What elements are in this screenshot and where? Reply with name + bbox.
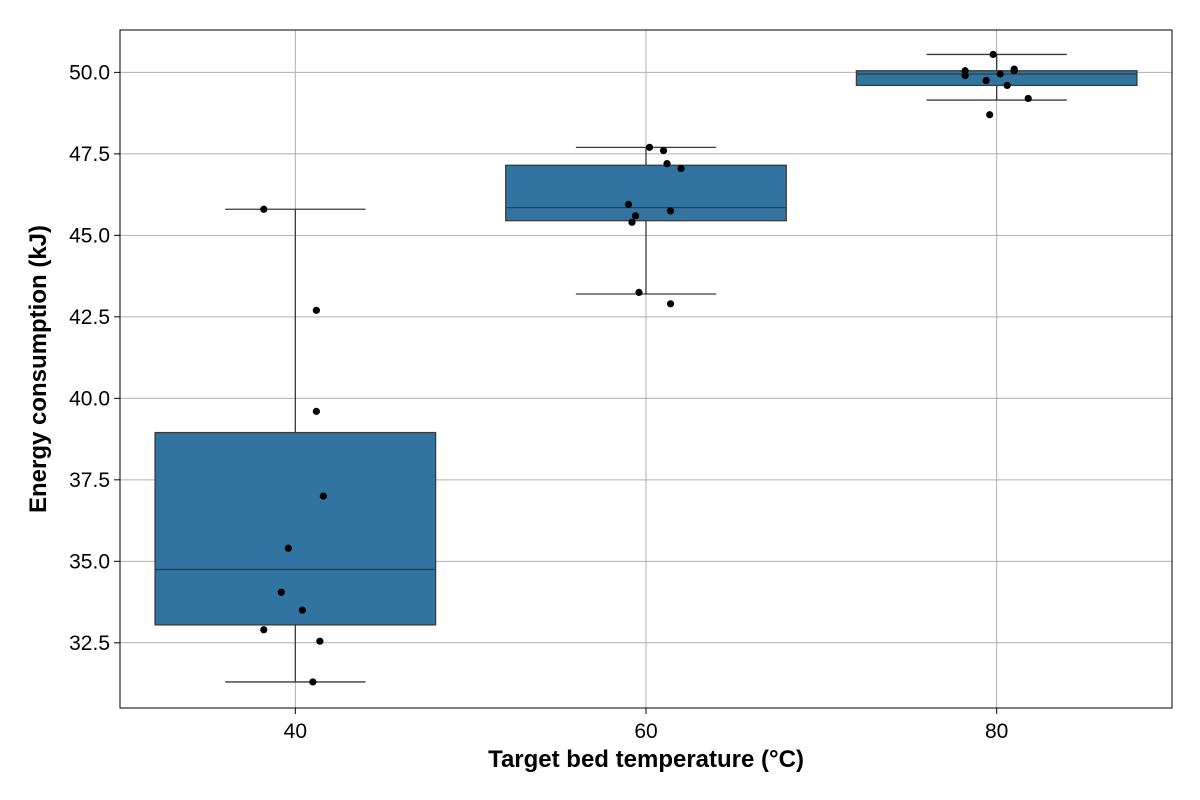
data-point — [628, 218, 636, 226]
data-point — [663, 160, 671, 168]
data-point — [284, 544, 292, 552]
data-point — [659, 147, 668, 155]
data-point — [319, 492, 327, 500]
data-point — [982, 76, 990, 85]
x-tick-label: 40 — [284, 720, 307, 743]
data-point — [260, 626, 268, 634]
data-point — [631, 212, 640, 220]
data-point — [309, 678, 317, 686]
y-axis-title: Energy consumption (kJ) — [25, 225, 52, 513]
y-tick-label: 42.5 — [69, 306, 110, 329]
data-point — [277, 588, 285, 596]
data-point — [298, 606, 306, 614]
data-point — [666, 207, 675, 215]
data-point — [624, 200, 633, 208]
box-80 — [855, 70, 1138, 87]
data-point — [666, 300, 675, 308]
data-point — [312, 407, 320, 415]
data-point — [677, 164, 685, 173]
y-axis-ticks: 32.5 35.0 37.5 40.0 42.5 45.0 47.5 50.0 — [69, 61, 120, 655]
data-point — [1010, 67, 1018, 75]
data-point — [312, 306, 320, 314]
data-point — [635, 288, 643, 296]
x-tick-label: 80 — [985, 720, 1008, 743]
data-point — [645, 143, 654, 151]
box-60 — [505, 164, 787, 222]
data-point — [316, 637, 324, 645]
y-tick-label: 50.0 — [69, 61, 110, 84]
y-tick-label: 32.5 — [69, 632, 110, 655]
data-point — [989, 50, 997, 59]
data-point — [961, 72, 969, 80]
x-tick-label: 60 — [634, 720, 657, 743]
data-point — [1003, 81, 1011, 90]
data-point — [996, 70, 1004, 78]
box-40 — [154, 431, 437, 626]
data-point — [986, 111, 994, 119]
data-point — [1024, 94, 1032, 103]
y-tick-label: 37.5 — [69, 469, 110, 492]
x-axis-title: Target bed temperature (°C) — [488, 746, 804, 773]
data-point — [260, 205, 268, 213]
y-tick-label: 45.0 — [69, 224, 110, 247]
y-tick-label: 40.0 — [69, 387, 110, 410]
y-tick-label: 35.0 — [69, 550, 110, 573]
y-tick-label: 47.5 — [69, 143, 110, 166]
x-axis-ticks: 40 60 80 — [284, 708, 1008, 743]
data-points — [260, 50, 1032, 686]
